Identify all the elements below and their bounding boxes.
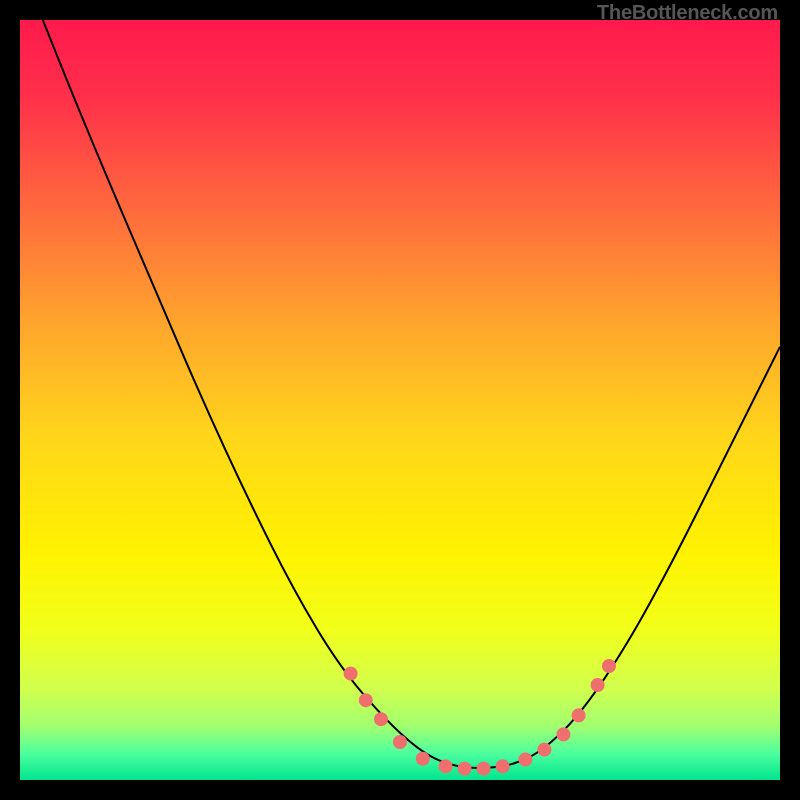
data-marker	[439, 759, 453, 773]
data-marker	[556, 727, 570, 741]
chart-svg	[20, 20, 780, 780]
data-marker	[416, 752, 430, 766]
data-marker	[393, 735, 407, 749]
data-marker	[602, 659, 616, 673]
data-marker	[458, 762, 472, 776]
data-marker	[537, 743, 551, 757]
data-marker	[344, 667, 358, 681]
data-marker	[572, 708, 586, 722]
data-marker	[591, 678, 605, 692]
data-marker	[374, 712, 388, 726]
data-marker	[518, 752, 532, 766]
chart-container: TheBottleneck.com	[0, 0, 800, 800]
gradient-background	[20, 20, 780, 780]
plot-area	[20, 20, 780, 780]
data-marker	[359, 693, 373, 707]
data-marker	[477, 762, 491, 776]
data-marker	[496, 759, 510, 773]
